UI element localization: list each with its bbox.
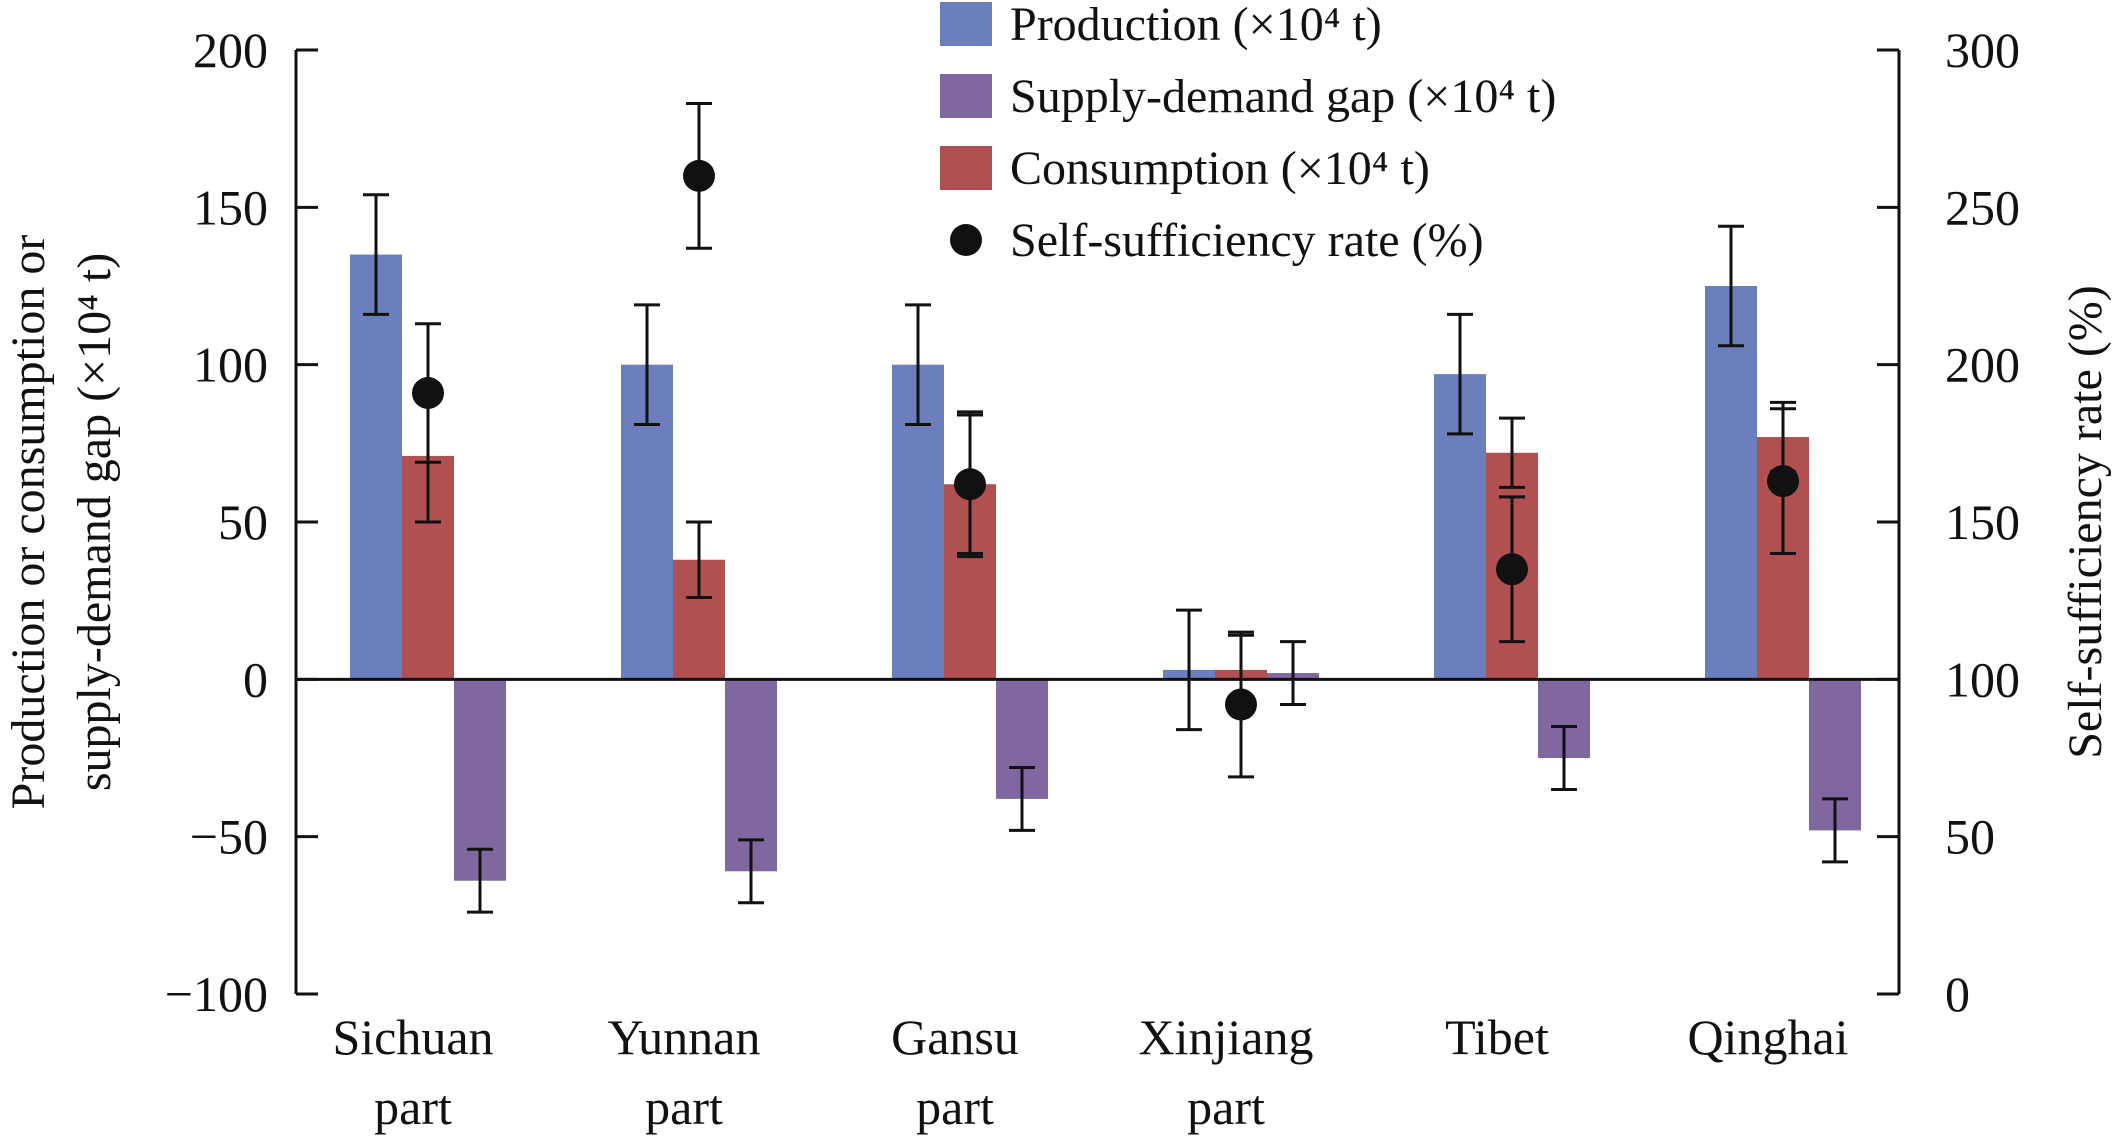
category-label-line: part xyxy=(374,1079,452,1135)
category-label-xinjiang-part: Xinjiang part xyxy=(1139,1009,1314,1135)
right-tick-label: 100 xyxy=(1945,651,2020,707)
legend: Production (×10⁴ t) Supply-demand gap (×1… xyxy=(940,0,1556,267)
category-label-line: Gansu xyxy=(891,1009,1019,1065)
left-tick-label: 50 xyxy=(218,494,268,550)
legend-label-consumption-10-t: Consumption (×10⁴ t) xyxy=(1010,142,1430,195)
right-axis-title: Self-sufficiency rate (%) xyxy=(2059,285,2112,759)
legend-marker-self-sufficiency-rate xyxy=(950,224,982,256)
legend-label-production-10-t: Production (×10⁴ t) xyxy=(1010,0,1382,51)
category-label-line: part xyxy=(645,1079,723,1135)
left-tick-label: 0 xyxy=(243,651,268,707)
category-label-line: Sichuan xyxy=(332,1009,493,1065)
legend-swatch-production-10-t xyxy=(940,2,992,46)
point-self-sufficiency-tibet xyxy=(1496,553,1528,586)
axes-layer xyxy=(294,48,1901,996)
right-tick-label: 0 xyxy=(1945,966,1970,1022)
left-axis-title-line: supply-demand gap (×10⁴ t) xyxy=(68,253,121,791)
left-tick-label: −50 xyxy=(190,809,268,865)
left-tick-label: 200 xyxy=(193,22,268,78)
point-self-sufficiency-yunnan-part xyxy=(683,159,715,192)
category-label-gansu-part: Gansu part xyxy=(891,1009,1019,1135)
bar-supply-demand-gap-10-t-sichuan-part xyxy=(454,679,506,881)
legend-swatch-consumption-10-t xyxy=(940,146,992,190)
left-tick-label: 100 xyxy=(193,337,268,393)
legend-label-self-sufficiency-rate: Self-sufficiency rate (%) xyxy=(1010,214,1484,267)
left-tick-label: −100 xyxy=(165,966,268,1022)
right-tick-label: 200 xyxy=(1945,337,2020,393)
right-tick-label: 250 xyxy=(1945,179,2020,235)
point-self-sufficiency-xinjiang-part xyxy=(1225,688,1257,721)
right-tick-label: 50 xyxy=(1945,809,1995,865)
category-label-yunnan-part: Yunnan part xyxy=(608,1009,761,1135)
bar-production-10-t-qinghai xyxy=(1705,286,1757,680)
self-sufficiency-points-layer xyxy=(412,159,1799,721)
error-bars-layer xyxy=(363,101,1848,914)
legend-swatch-supply-demand-gap-10-t xyxy=(940,74,992,118)
category-label-line: Qinghai xyxy=(1687,1009,1848,1065)
category-label-line: Yunnan xyxy=(608,1009,761,1065)
category-label-line: part xyxy=(1187,1079,1265,1135)
left-axis-title-line: Production or consumption or xyxy=(2,235,55,810)
point-self-sufficiency-gansu-part xyxy=(954,468,986,501)
bars-layer xyxy=(350,254,1861,881)
category-label-tibet: Tibet xyxy=(1445,1009,1549,1065)
left-tick-label: 150 xyxy=(193,179,268,235)
legend-label-supply-demand-gap-10-t: Supply-demand gap (×10⁴ t) xyxy=(1010,70,1556,123)
category-label-line: Tibet xyxy=(1445,1009,1549,1065)
point-self-sufficiency-qinghai xyxy=(1767,465,1799,498)
category-label-qinghai: Qinghai xyxy=(1687,1009,1848,1065)
left-axis-title: Production or consumption or supply-deman… xyxy=(2,235,121,810)
category-label-line: Xinjiang xyxy=(1139,1009,1314,1065)
category-label-sichuan-part: Sichuan part xyxy=(332,1009,493,1135)
right-tick-label: 300 xyxy=(1945,22,2020,78)
labels-layer: Sichuan part Yunnan part Gansu part Xinjiang pa… xyxy=(2,22,2112,1135)
point-self-sufficiency-sichuan-part xyxy=(412,376,444,409)
category-label-line: part xyxy=(916,1079,994,1135)
right-tick-label: 150 xyxy=(1945,494,2020,550)
bar-production-10-t-sichuan-part xyxy=(350,254,402,680)
